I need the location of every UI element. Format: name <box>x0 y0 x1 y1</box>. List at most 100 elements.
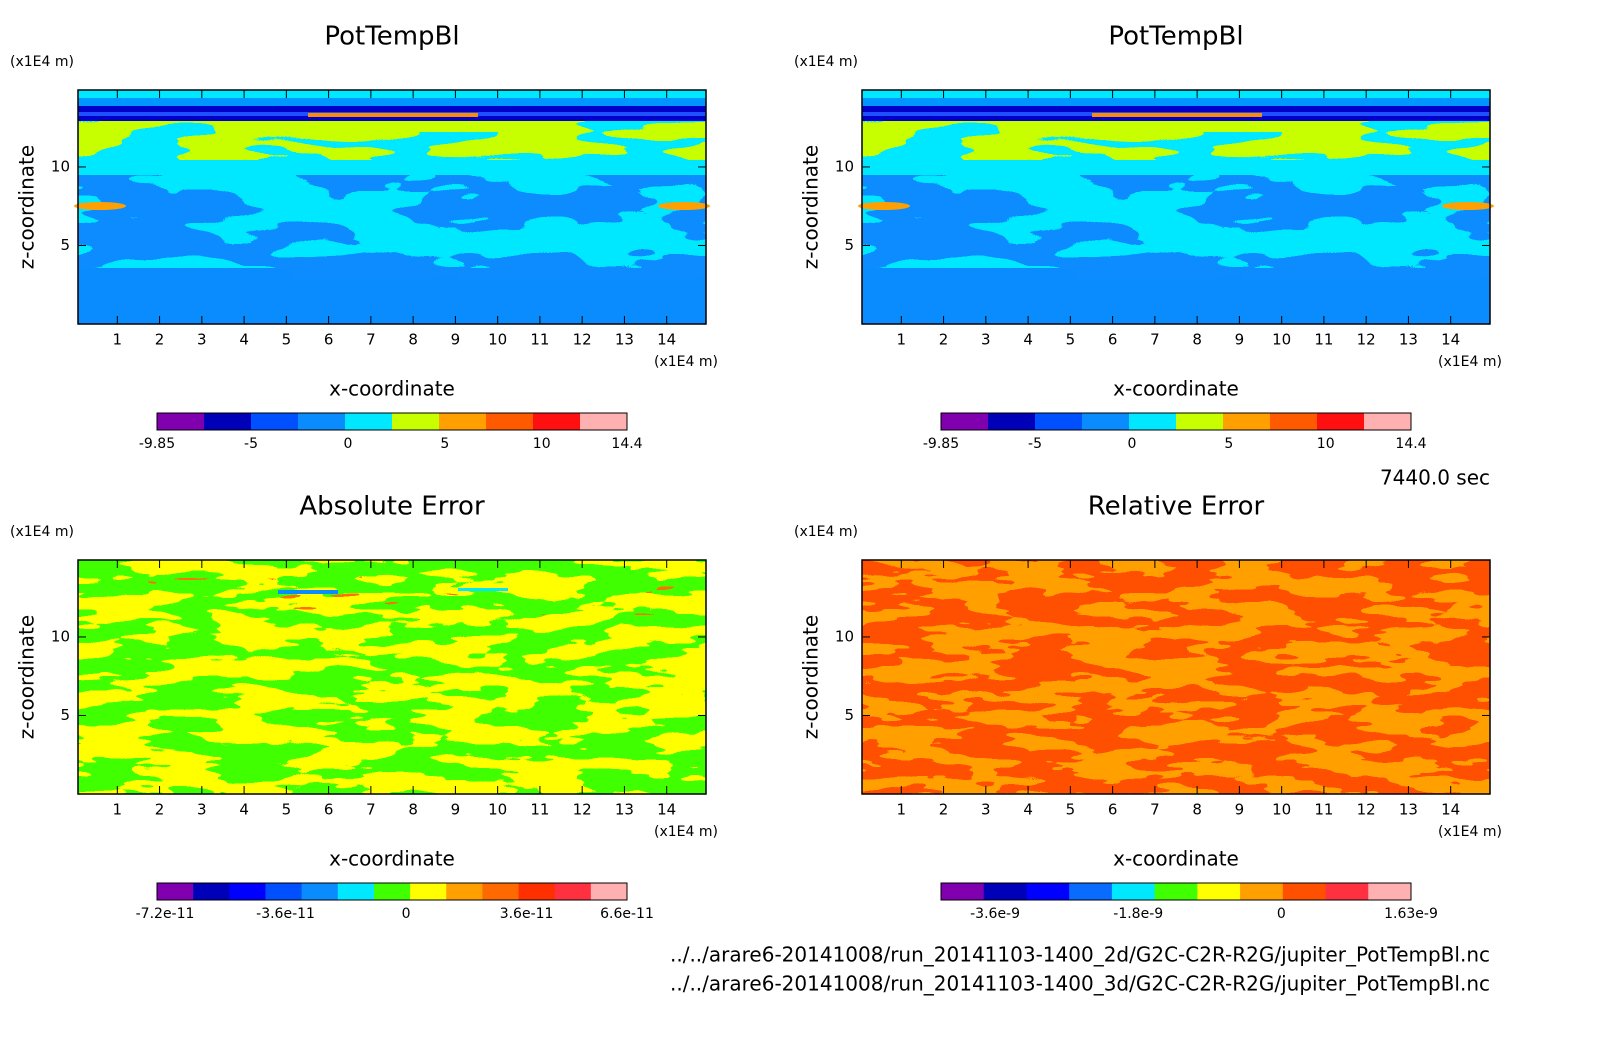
x-tick-label: 8 <box>408 331 418 349</box>
x-unit: (x1E4 m) <box>1438 824 1502 840</box>
y-unit: (x1E4 m) <box>794 54 858 70</box>
colorbar-segment <box>1317 413 1365 430</box>
colorbar-segment <box>983 883 1027 900</box>
x-tick-label: 8 <box>408 801 418 819</box>
contour-field <box>858 90 1494 324</box>
colorbar-segment <box>345 413 393 430</box>
y-tick-label: 10 <box>835 157 854 175</box>
x-tick-label: 7 <box>366 331 376 349</box>
x-tick-label: 7 <box>1150 801 1160 819</box>
x-tick-label: 6 <box>1108 801 1118 819</box>
colorbar-segment <box>1223 413 1271 430</box>
x-tick-label: 9 <box>1235 801 1245 819</box>
x-tick-label: 14 <box>1441 331 1460 349</box>
x-tick-label: 11 <box>530 331 549 349</box>
colorbar-segment <box>1364 413 1412 430</box>
y-tick-label: 10 <box>51 157 70 175</box>
x-tick-label: 6 <box>1108 331 1118 349</box>
colorbar-frame <box>156 882 628 901</box>
chart-title: Relative Error <box>1088 492 1265 522</box>
x-tick-label: 5 <box>1066 801 1076 819</box>
x-tick-label: 2 <box>939 801 949 819</box>
contour-field <box>74 90 710 324</box>
x-tick-label: 13 <box>615 801 634 819</box>
y-tick-label: 10 <box>51 627 70 645</box>
colorbar-segment <box>193 883 230 900</box>
y-unit: (x1E4 m) <box>10 54 74 70</box>
contour-field <box>862 560 1490 794</box>
colorbar-tick-label: -9.85 <box>139 436 175 452</box>
x-tick-label: 10 <box>488 801 507 819</box>
colorbar-segment <box>157 883 194 900</box>
colorbar-segment <box>1069 883 1113 900</box>
x-tick-label: 12 <box>573 331 592 349</box>
colorbar-frame <box>940 882 1412 901</box>
time-label: 7440.0 sec <box>1380 466 1490 490</box>
colorbar-tick-label: -3.6e-11 <box>256 906 315 922</box>
y-axis-label: z-coordinate <box>15 615 39 739</box>
x-axis-label: x-coordinate <box>329 847 455 871</box>
colorbar-tick-label: -3.6e-9 <box>970 906 1020 922</box>
x-tick-label: 14 <box>1441 801 1460 819</box>
y-tick-label: 5 <box>60 236 70 254</box>
colorbar-frame <box>156 412 628 431</box>
x-tick-label: 13 <box>615 331 634 349</box>
x-tick-label: 1 <box>897 331 907 349</box>
colorbar-frame <box>940 412 1412 431</box>
chart-title: PotTempBl <box>324 22 459 52</box>
x-tick-label: 2 <box>939 331 949 349</box>
x-tick-label: 12 <box>573 801 592 819</box>
x-tick-label: 9 <box>451 801 461 819</box>
y-axis-label: z-coordinate <box>15 145 39 269</box>
colorbar-segment <box>580 413 628 430</box>
x-tick-label: 7 <box>1150 331 1160 349</box>
colorbar-tick-label: 10 <box>533 436 551 452</box>
chart-title: Absolute Error <box>299 492 485 522</box>
colorbar-tick-label: -7.2e-11 <box>136 906 195 922</box>
colorbar-segment <box>298 413 346 430</box>
colorbar-tick-label: -1.8e-9 <box>1113 906 1163 922</box>
y-unit: (x1E4 m) <box>10 524 74 540</box>
x-tick-label: 3 <box>981 331 991 349</box>
colorbar-tick-label: 14.4 <box>611 436 642 452</box>
x-tick-label: 11 <box>530 801 549 819</box>
colorbar-segment <box>554 883 592 900</box>
colorbar-tick-label: 5 <box>440 436 449 452</box>
colorbar-segment <box>1368 883 1412 900</box>
x-tick-label: 4 <box>239 801 249 819</box>
x-tick-label: 13 <box>1399 331 1418 349</box>
x-tick-label: 4 <box>1023 801 1033 819</box>
colorbar-tick-label: -5 <box>1028 436 1042 452</box>
x-tick-label: 1 <box>897 801 907 819</box>
x-tick-label: 1 <box>113 801 123 819</box>
colorbar-segment <box>941 413 989 430</box>
x-tick-label: 10 <box>488 331 507 349</box>
x-tick-label: 1 <box>113 331 123 349</box>
colorbar-segment <box>988 413 1036 430</box>
colorbar-tick-label: -5 <box>244 436 258 452</box>
plot-frame <box>77 89 707 325</box>
colorbar-tick-label: 6.6e-11 <box>600 906 654 922</box>
x-axis-label: x-coordinate <box>1113 847 1239 871</box>
x-tick-label: 4 <box>239 331 249 349</box>
x-unit: (x1E4 m) <box>1438 354 1502 370</box>
colorbar-tick-label: 5 <box>1224 436 1233 452</box>
colorbar-segment <box>1035 413 1083 430</box>
x-tick-label: 5 <box>1066 331 1076 349</box>
y-tick-label: 5 <box>60 706 70 724</box>
colorbar-segment <box>1325 883 1369 900</box>
x-tick-label: 3 <box>981 801 991 819</box>
x-tick-label: 2 <box>155 331 165 349</box>
x-tick-label: 14 <box>657 331 676 349</box>
colorbar-segment <box>446 883 483 900</box>
colorbar-segment <box>1082 413 1130 430</box>
colorbar-segment <box>533 413 581 430</box>
colorbar-segment <box>251 413 299 430</box>
x-tick-label: 7 <box>366 801 376 819</box>
colorbar-segment <box>1026 883 1070 900</box>
colorbar-segment <box>373 883 411 900</box>
chart-title: PotTempBl <box>1108 22 1243 52</box>
x-tick-label: 3 <box>197 801 207 819</box>
colorbar-segment <box>392 413 440 430</box>
